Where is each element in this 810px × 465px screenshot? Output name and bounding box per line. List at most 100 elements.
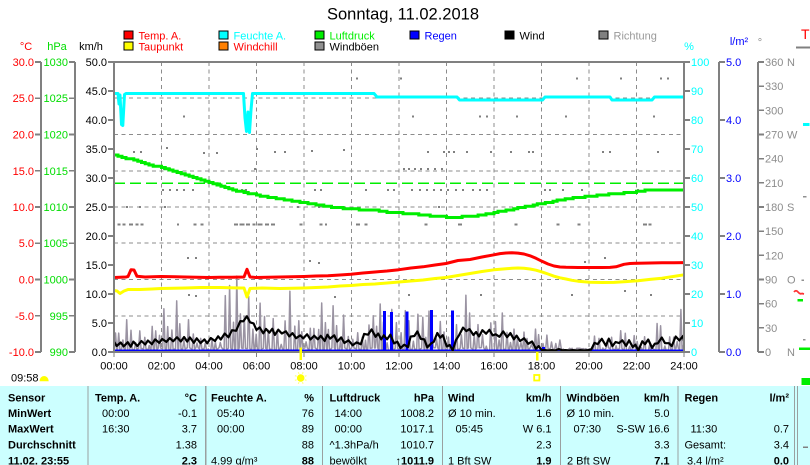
- svg-text:km/h: km/h: [644, 393, 670, 405]
- svg-text:3.4 l/m²: 3.4 l/m²: [687, 456, 724, 465]
- svg-text:0.7: 0.7: [774, 424, 789, 436]
- svg-text:50: 50: [691, 202, 703, 214]
- svg-text:°C: °C: [185, 393, 197, 405]
- svg-text:Feuchte A.: Feuchte A.: [234, 31, 287, 43]
- svg-text:1.9: 1.9: [536, 456, 551, 465]
- svg-text:76: 76: [302, 408, 314, 420]
- svg-text:10:00: 10:00: [338, 361, 366, 373]
- svg-text:88: 88: [302, 440, 314, 452]
- svg-text:N: N: [787, 57, 795, 69]
- svg-text:2.3: 2.3: [536, 440, 551, 452]
- svg-text:1008.2: 1008.2: [400, 408, 434, 420]
- svg-text:60: 60: [765, 299, 777, 311]
- svg-text:%: %: [684, 41, 694, 53]
- svg-text:Taupunkt: Taupunkt: [139, 42, 184, 54]
- svg-text:15.0: 15.0: [86, 260, 107, 272]
- svg-text:3.4: 3.4: [774, 440, 789, 452]
- svg-text:360: 360: [765, 57, 783, 69]
- svg-text:Wind: Wind: [520, 31, 545, 43]
- svg-text:l/m²: l/m²: [769, 393, 789, 405]
- svg-text:06:00: 06:00: [243, 361, 271, 373]
- svg-text:0.0: 0.0: [19, 275, 34, 287]
- svg-text:0.0: 0.0: [726, 347, 741, 359]
- svg-text:300: 300: [765, 105, 783, 117]
- svg-text:20: 20: [691, 289, 703, 301]
- svg-text:Sensor: Sensor: [8, 393, 46, 405]
- svg-text:16:30: 16:30: [102, 424, 130, 436]
- svg-text:Feuchte A.: Feuchte A.: [211, 393, 267, 405]
- svg-text:°C: °C: [20, 41, 32, 53]
- svg-text:270: 270: [765, 130, 783, 142]
- svg-text:5.0: 5.0: [19, 238, 34, 250]
- svg-text:25.0: 25.0: [13, 93, 34, 105]
- svg-text:Luftdruck: Luftdruck: [330, 393, 382, 405]
- svg-text:00:00: 00:00: [102, 408, 130, 420]
- svg-text:1.38: 1.38: [176, 440, 197, 452]
- svg-text:2.3: 2.3: [182, 456, 197, 465]
- svg-text:00:00: 00:00: [335, 424, 363, 436]
- svg-text:70: 70: [691, 144, 703, 156]
- svg-text:240: 240: [765, 154, 783, 166]
- svg-text:180: 180: [765, 202, 783, 214]
- svg-text:5.0: 5.0: [726, 57, 741, 69]
- svg-text:W 6.1: W 6.1: [523, 424, 552, 436]
- svg-text:1005: 1005: [44, 238, 68, 250]
- svg-text:990: 990: [50, 347, 68, 359]
- svg-text:45.0: 45.0: [86, 86, 107, 98]
- svg-text:-0.1: -0.1: [178, 408, 197, 420]
- svg-text:Windchill: Windchill: [234, 42, 278, 54]
- svg-text:00:00: 00:00: [217, 424, 245, 436]
- svg-text:1030: 1030: [44, 57, 68, 69]
- svg-text:4.99 g/m³: 4.99 g/m³: [211, 456, 258, 465]
- svg-text:0.0: 0.0: [774, 456, 789, 465]
- svg-text:90: 90: [691, 86, 703, 98]
- svg-text:80: 80: [691, 115, 703, 127]
- svg-text:10.0: 10.0: [86, 289, 107, 301]
- svg-text:10.0: 10.0: [13, 202, 34, 214]
- svg-text:5.0: 5.0: [92, 318, 107, 330]
- svg-text:Wind: Wind: [448, 393, 475, 405]
- svg-text:1020: 1020: [44, 130, 68, 142]
- svg-text:1025: 1025: [44, 93, 68, 105]
- svg-text:7.1: 7.1: [654, 456, 669, 465]
- svg-text:24:00: 24:00: [670, 361, 698, 373]
- svg-text:2.0: 2.0: [726, 231, 741, 243]
- svg-text:20.0: 20.0: [13, 130, 34, 142]
- svg-text:Regen: Regen: [685, 393, 719, 405]
- svg-text:W: W: [787, 130, 798, 142]
- svg-text:14:00: 14:00: [335, 408, 363, 420]
- svg-text:02:00: 02:00: [148, 361, 176, 373]
- svg-text:1 Bft SW: 1 Bft SW: [448, 456, 492, 465]
- svg-text:30.0: 30.0: [86, 173, 107, 185]
- svg-text:04:00: 04:00: [195, 361, 223, 373]
- svg-text:50.0: 50.0: [86, 57, 107, 69]
- svg-text:MinWert: MinWert: [8, 408, 52, 420]
- svg-text:Windböen: Windböen: [567, 393, 620, 405]
- svg-text:S-SW 16.6: S-SW 16.6: [616, 424, 669, 436]
- svg-text:30: 30: [765, 323, 777, 335]
- svg-text:O: O: [787, 275, 796, 287]
- svg-text:1010: 1010: [44, 202, 68, 214]
- svg-text:3.3: 3.3: [654, 440, 669, 452]
- svg-text:Temp. A.: Temp. A.: [95, 393, 140, 405]
- svg-text:07:30: 07:30: [574, 424, 602, 436]
- svg-text:60: 60: [691, 173, 703, 185]
- svg-text:km/h: km/h: [526, 393, 552, 405]
- svg-text:MaxWert: MaxWert: [8, 424, 54, 436]
- svg-text:Windböen: Windböen: [330, 42, 380, 54]
- svg-text:Ø 10 min.: Ø 10 min.: [448, 408, 496, 420]
- svg-text:15.0: 15.0: [13, 166, 34, 178]
- svg-text:Durchschnitt: Durchschnitt: [8, 440, 76, 452]
- svg-text:22:00: 22:00: [623, 361, 651, 373]
- svg-text:20:00: 20:00: [575, 361, 603, 373]
- svg-text:-5.0: -5.0: [15, 311, 34, 323]
- svg-text:00:00: 00:00: [100, 361, 128, 373]
- svg-text:Luftdruck: Luftdruck: [330, 31, 376, 43]
- svg-text:°: °: [758, 37, 762, 49]
- svg-text:35.0: 35.0: [86, 144, 107, 156]
- svg-text:%: %: [304, 393, 314, 405]
- svg-text:S: S: [787, 202, 794, 214]
- svg-text:40: 40: [691, 231, 703, 243]
- svg-text:05:45: 05:45: [456, 424, 484, 436]
- svg-text:5.0: 5.0: [654, 408, 669, 420]
